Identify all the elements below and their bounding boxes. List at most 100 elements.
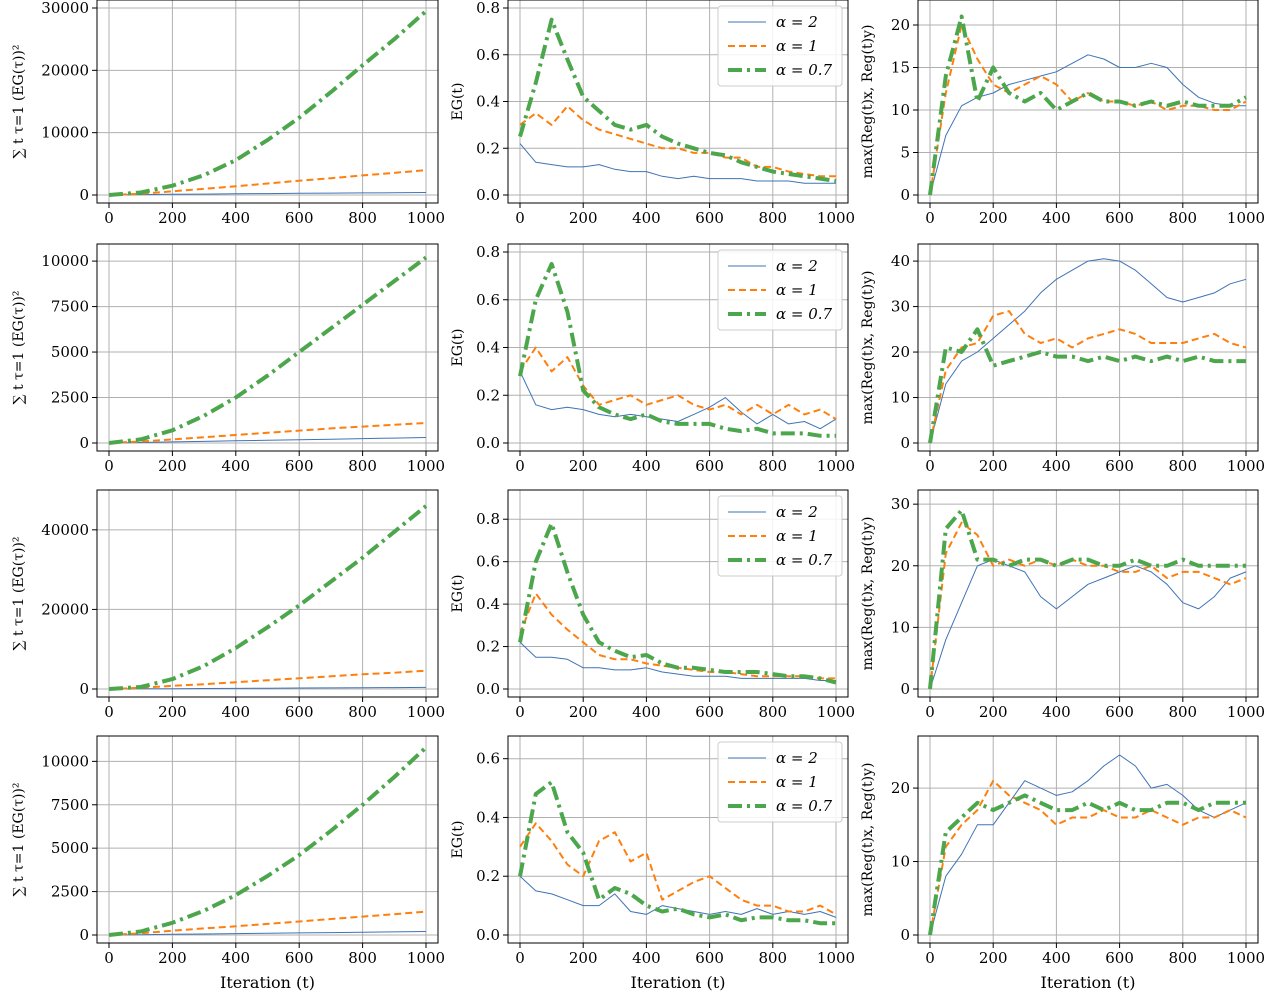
x-tick-label: 400 [632, 703, 661, 721]
y-tick-label: 0.6 [476, 553, 500, 571]
y-tick-label: 0 [79, 186, 89, 204]
series-line-alpha2 [108, 437, 427, 444]
x-tick-label: 800 [758, 209, 787, 227]
series-line-alpha1 [108, 910, 427, 936]
x-tick-label: 800 [1168, 949, 1197, 967]
x-tick-label: 1000 [1227, 457, 1265, 475]
x-tick-label: 200 [569, 209, 598, 227]
x-tick-label: 200 [979, 457, 1008, 475]
x-axis-label: Iteration (t) [631, 973, 726, 992]
subplot-r4c2: 0 200 400 600 800 1000 0.0 0.2 0.4 0.6 EG(t) Iterat… [450, 735, 855, 992]
series-line-alpha1 [929, 310, 1247, 444]
x-tick-label: 1000 [407, 457, 445, 475]
x-tick-label: 800 [348, 949, 377, 967]
axes-frame [507, 735, 849, 944]
series-line-alpha1 [519, 822, 837, 916]
x-tick-label: 800 [1168, 703, 1197, 721]
x-tick-label: 400 [221, 209, 250, 227]
y-tick-label: 2500 [51, 389, 89, 407]
x-tick-label: 1000 [817, 949, 855, 967]
axes-frame [917, 0, 1259, 204]
y-tick-label: 20 [891, 557, 910, 575]
y-tick-label: 0 [900, 926, 910, 944]
x-tick-label: 600 [285, 703, 314, 721]
y-axis-label: max(Reg(t)x, Reg(t)y) [860, 517, 876, 671]
x-tick-label: 200 [979, 949, 1008, 967]
x-axis-label: Iteration (t) [220, 973, 315, 992]
y-tick-label: 0.4 [476, 93, 500, 111]
legend-label-alpha2: α = 2 [776, 13, 818, 31]
y-axis-label: max(Reg(t)x, Reg(t)y) [860, 271, 876, 425]
y-tick-label: 0 [900, 434, 910, 452]
y-axis-label: EG(t) [450, 83, 466, 121]
series-line-alpha2 [108, 686, 427, 690]
y-tick-label: 7500 [51, 298, 89, 316]
x-tick-label: 200 [158, 949, 187, 967]
legend: α = 2 α = 1 α = 0.7 [717, 495, 843, 577]
y-tick-label: 0.8 [476, 0, 500, 17]
series-line-alpha1 [108, 169, 427, 196]
x-tick-label: 1000 [1227, 703, 1265, 721]
y-tick-label: 0 [79, 926, 89, 944]
y-axis-label: ∑ t τ=1 (EG(τ))² [11, 45, 27, 159]
subplot-r3c3: 0 200 400 600 800 1000 0 10 20 30 max(Reg(t)x, Reg… [860, 489, 1265, 721]
series-line-alpha1 [519, 346, 837, 420]
series-line-alpha2 [929, 754, 1247, 936]
x-tick-label: 1000 [1227, 949, 1265, 967]
series-line-alpha2 [519, 143, 836, 184]
series-line-alpha07 [928, 327, 1246, 444]
legend-label-alpha07: α = 0.7 [776, 305, 833, 323]
axes-frame [96, 243, 439, 452]
y-tick-label: 0.2 [476, 386, 500, 404]
series-line-alpha07 [928, 14, 1247, 196]
y-tick-label: 0 [900, 186, 910, 204]
x-tick-label: 1000 [407, 209, 445, 227]
legend-label-alpha1: α = 1 [776, 527, 818, 545]
series-line-alpha07 [108, 9, 428, 197]
x-tick-label: 0 [925, 949, 935, 967]
x-tick-label: 200 [979, 703, 1008, 721]
y-axis-label: max(Reg(t)x, Reg(t)y) [860, 25, 876, 179]
x-tick-label: 800 [1168, 209, 1197, 227]
legend-box [717, 5, 843, 87]
x-tick-label: 400 [1042, 949, 1071, 967]
series-line-alpha07 [518, 521, 837, 685]
x-tick-label: 400 [221, 949, 250, 967]
y-tick-label: 10000 [41, 752, 89, 770]
y-tick-label: 10 [891, 389, 910, 407]
series-line-alpha07 [108, 255, 428, 445]
x-tick-label: 0 [515, 703, 525, 721]
y-axis-label: EG(t) [450, 329, 466, 367]
y-tick-label: 10000 [41, 124, 89, 142]
x-tick-label: 400 [1042, 457, 1071, 475]
y-tick-label: 0.0 [476, 434, 500, 452]
x-tick-label: 0 [925, 703, 935, 721]
series-line-alpha2 [929, 559, 1247, 690]
legend-label-alpha07: α = 0.7 [776, 61, 833, 79]
y-tick-label: 10 [891, 618, 910, 636]
x-tick-label: 600 [1105, 209, 1134, 227]
x-tick-label: 0 [515, 949, 525, 967]
y-tick-label: 7500 [51, 796, 89, 814]
x-tick-label: 1000 [817, 703, 855, 721]
x-tick-label: 400 [1042, 209, 1071, 227]
x-tick-label: 0 [104, 457, 114, 475]
series-line-alpha07 [518, 261, 836, 438]
x-tick-label: 600 [695, 457, 724, 475]
legend-label-alpha07: α = 0.7 [776, 551, 833, 569]
y-tick-label: 0.6 [476, 750, 500, 768]
y-tick-label: 0.6 [476, 291, 500, 309]
x-tick-label: 400 [221, 703, 250, 721]
series-line-alpha2 [929, 258, 1247, 444]
subplot-r2c2: 0 200 400 600 800 1000 0.0 0.2 0.4 0.6 0.8 EG(t) α =… [450, 243, 855, 475]
x-tick-label: 800 [758, 703, 787, 721]
y-tick-label: 10 [891, 101, 910, 119]
y-tick-label: 0 [900, 680, 910, 698]
x-tick-label: 1000 [407, 949, 445, 967]
legend: α = 2 α = 1 α = 0.7 [717, 741, 843, 823]
axes-frame [507, 243, 849, 452]
axes-frame [96, 0, 439, 204]
x-tick-label: 400 [1042, 703, 1071, 721]
